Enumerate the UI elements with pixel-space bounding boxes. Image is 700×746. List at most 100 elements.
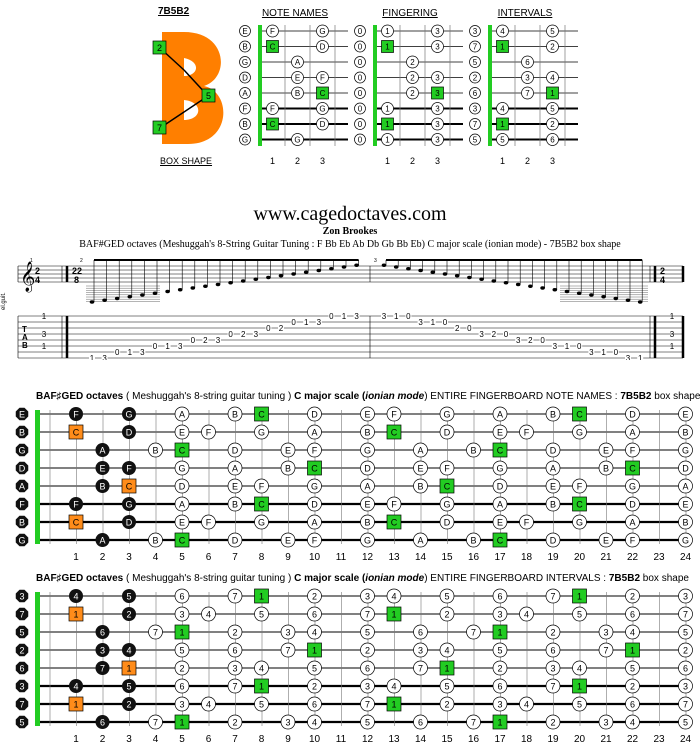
fb-note-label: 7 <box>285 646 290 656</box>
mini-note-label: 3 <box>435 74 440 83</box>
fb-note-label: 3 <box>603 718 608 728</box>
tab-asc-fret: 0 <box>191 336 196 345</box>
fb-note-dot <box>307 588 322 604</box>
fb-note-label: 1 <box>577 592 582 602</box>
fb-fret-number: 6 <box>206 734 212 745</box>
fb-note-dot <box>492 642 508 658</box>
fb-box-root <box>121 478 137 494</box>
fb-open-marker <box>15 425 29 439</box>
fb-note-label: B <box>550 500 556 510</box>
fb-note-dot <box>413 642 428 658</box>
mini-title-fingering: FINGERING <box>382 8 438 19</box>
mini-open-label: 0 <box>358 74 363 83</box>
fb-note-label: 2 <box>444 700 449 710</box>
fb-open-marker <box>15 533 29 547</box>
mini-note-dot <box>546 102 559 115</box>
fb-note-label: 7 <box>683 610 688 620</box>
fb-note-label: D <box>444 518 451 528</box>
mini-finger-number: 2 <box>525 156 530 166</box>
fb-note-label: 4 <box>312 628 317 638</box>
fb-note-dot <box>625 660 640 676</box>
fb-note-dot <box>598 642 614 658</box>
fb-note-dot <box>227 642 243 658</box>
tab-desc-bg <box>612 348 619 356</box>
tab-asc-bg <box>89 354 95 360</box>
fb-fret-number: 4 <box>153 734 159 745</box>
fb-note-label: 7 <box>550 592 555 602</box>
fb-fret-number: 18 <box>521 552 533 563</box>
fb-note-label: 7 <box>232 682 237 692</box>
fb-note-dot <box>678 624 693 640</box>
fb-note-dot <box>307 478 322 494</box>
fb-note-label: 3 <box>683 682 688 692</box>
time-sig-mid-top: 22 <box>72 266 82 276</box>
fb-note-label: B <box>152 446 158 456</box>
fb-note-dot <box>360 660 375 676</box>
fb-note-dot <box>519 514 534 530</box>
mini-open-dot <box>354 87 366 99</box>
fb-note-label: 7 <box>100 664 105 674</box>
fb-note-dot <box>678 696 693 712</box>
tab-asc-fret: 0 <box>228 330 233 339</box>
fb-note-label: A <box>497 410 503 420</box>
tab-desc-bg <box>417 318 424 326</box>
fb-note-label: 4 <box>206 700 211 710</box>
mini-open-dot <box>354 25 366 37</box>
staff-notehead <box>552 288 558 292</box>
fb-note-dot <box>678 496 693 512</box>
fb-note-dot <box>625 406 640 422</box>
tab-asc-bg <box>114 348 121 356</box>
tab-desc-bg <box>429 318 436 326</box>
fb-note-dot <box>174 514 190 530</box>
fb-note-dot <box>360 532 375 548</box>
fb-open-marker <box>15 443 29 457</box>
mini-note-label: 3 <box>435 136 440 145</box>
fb-note-label: B <box>99 482 105 492</box>
fb-note-dot <box>625 678 640 694</box>
fb-note-dot <box>280 714 296 730</box>
fingerboard-intervals-title: BAF♯GED octaves ( Meshuggah's 8-string g… <box>36 573 689 584</box>
fb-note-label: 4 <box>312 718 317 728</box>
tab-desc-bg <box>539 336 546 344</box>
fb-note-label: 6 <box>497 592 502 602</box>
tab-desc-fret: 2 <box>492 330 497 339</box>
fb-note-label: E <box>285 446 291 456</box>
fb-fret-number: 12 <box>362 734 374 745</box>
fb-note-dot <box>545 460 561 476</box>
fb-note-label: F <box>444 464 450 474</box>
fb-note-label: G <box>682 536 689 546</box>
fb-note-dot <box>254 424 269 440</box>
fb-root-box <box>572 588 587 604</box>
tab-asc-bg <box>202 336 209 344</box>
fb-root-box <box>174 532 190 548</box>
fb-box-note <box>122 407 136 421</box>
staff-notehead <box>266 275 271 280</box>
staff-notehead <box>589 293 594 297</box>
shape-marker-2 <box>152 40 167 55</box>
fb-note-label: 5 <box>683 718 688 728</box>
fb-note-label: D <box>232 536 239 546</box>
staff-notehead <box>503 281 509 285</box>
tab-desc-fret: 2 <box>455 324 460 333</box>
fb-note-label: G <box>125 500 132 510</box>
fb-box-note <box>122 679 136 693</box>
fb-note-label: D <box>444 428 451 438</box>
mini-open-dot <box>469 40 481 53</box>
mini-open-label: 5 <box>473 136 478 145</box>
shape-marker-5 <box>201 88 216 103</box>
fb-note-label: F <box>391 500 397 510</box>
fb-note-label: 6 <box>630 610 635 620</box>
mini-open-label: 0 <box>358 27 363 36</box>
staff-notehead <box>406 267 411 271</box>
mini-note-label: 1 <box>500 120 505 129</box>
fb-note-dot <box>280 442 296 458</box>
fb-note-label: E <box>497 428 503 438</box>
fb-note-label: D <box>232 446 239 456</box>
staff-notehead <box>381 263 387 267</box>
fb-note-dot <box>307 678 322 694</box>
fb-fret-number: 9 <box>285 552 291 563</box>
fb-note-dot <box>413 624 428 640</box>
tab-asc-fret: 1 <box>165 342 170 351</box>
